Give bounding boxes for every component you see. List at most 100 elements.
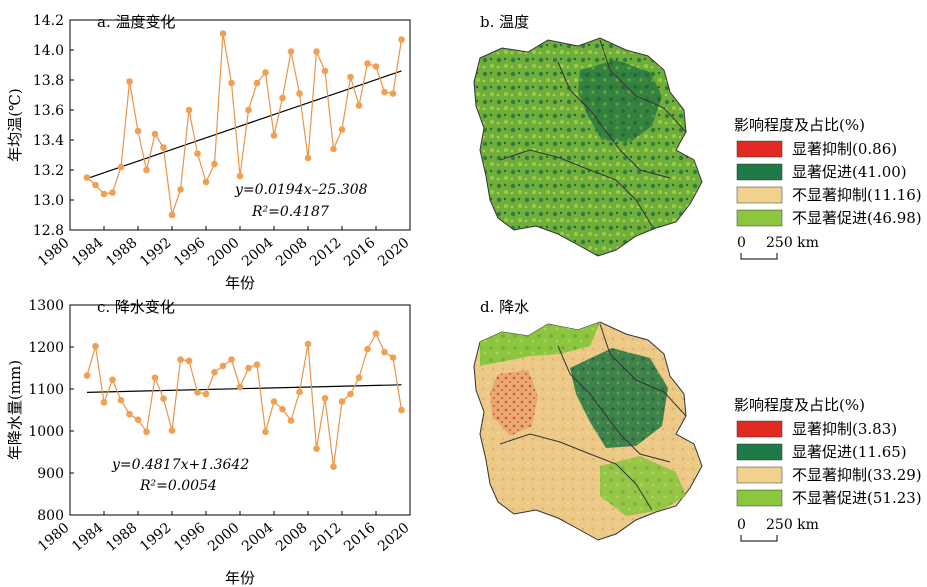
precipitation-chart: 800 900 1000 1100 1200 1300 19801984198819921… xyxy=(6,298,413,587)
x-tick-label: 2004 xyxy=(239,520,277,555)
x-tick-label: 1988 xyxy=(103,235,141,270)
x-tick-label: 2008 xyxy=(273,235,311,270)
data-point xyxy=(219,362,227,370)
x-axis-label: 年份 xyxy=(225,569,255,587)
x-tick-label: 2008 xyxy=(273,520,311,555)
data-point xyxy=(262,69,269,76)
data-point xyxy=(151,130,159,138)
y-tick-label: 12.8 xyxy=(33,223,64,239)
x-tick-label: 1980 xyxy=(35,520,73,555)
data-point xyxy=(109,376,116,384)
data-point xyxy=(177,186,184,193)
legend-swatch-nonsig-inhibit xyxy=(736,186,783,204)
x-axis-label: 年份 xyxy=(225,274,255,290)
chart-title: a. 温度变化 xyxy=(97,13,175,31)
data-point xyxy=(100,190,108,198)
scale-zero: 0 xyxy=(737,517,746,533)
data-point xyxy=(355,374,363,381)
data-point xyxy=(92,342,99,350)
legend-title: 影响程度及占比(%) xyxy=(734,116,865,134)
map-title: d. 降水 xyxy=(480,298,529,316)
y-tick-label: 800 xyxy=(37,508,64,524)
x-tick-label: 1992 xyxy=(137,235,175,270)
trend-equation: y=0.0194x–25.308 xyxy=(234,182,368,198)
legend-label: 显著抑制(0.86) xyxy=(792,140,897,158)
x-tick-label: 1988 xyxy=(103,520,141,555)
data-point xyxy=(313,445,320,452)
y-tick-label: 13.2 xyxy=(33,163,64,179)
data-point xyxy=(134,416,142,423)
data-point xyxy=(389,354,397,361)
x-tick-label: 1996 xyxy=(171,520,209,555)
data-point xyxy=(194,389,201,396)
data-point xyxy=(202,178,210,186)
data-point xyxy=(321,67,329,75)
x-tick-label: 2004 xyxy=(239,235,277,270)
x-tick-label: 1992 xyxy=(137,520,175,555)
x-tick-label: 2012 xyxy=(307,235,345,270)
legend-label: 显著促进(41.00) xyxy=(792,163,907,181)
precipitation-map-panel: d. 降水 影响程度及占比(%) 显著抑制(3.83) 显著促进(11.65) … xyxy=(473,298,922,542)
data-point xyxy=(211,368,218,376)
data-point xyxy=(168,427,176,434)
legend-swatch-sig-inhibit xyxy=(736,140,783,158)
data-point xyxy=(287,48,295,55)
x-tick-label: 2016 xyxy=(341,520,379,555)
y-tick-label: 1300 xyxy=(28,298,64,314)
x-tick-label: 2020 xyxy=(375,235,413,270)
legend-label: 显著促进(11.65) xyxy=(792,443,907,461)
trend-line xyxy=(86,384,402,393)
map-title: b. 温度 xyxy=(480,13,529,31)
y-tick-label: 14.0 xyxy=(33,43,64,59)
data-point xyxy=(364,60,371,67)
data-point xyxy=(177,356,184,363)
data-point xyxy=(279,94,286,102)
data-point xyxy=(389,90,397,97)
data-point xyxy=(304,340,312,348)
y-tick-label: 13.6 xyxy=(33,103,64,119)
x-tick-label: 1984 xyxy=(69,520,107,555)
data-point xyxy=(245,106,252,114)
data-point xyxy=(100,399,108,406)
data-point xyxy=(270,132,278,139)
scale-zero: 0 xyxy=(737,235,746,251)
chart-title: c. 降水变化 xyxy=(97,298,175,316)
data-point xyxy=(245,364,252,372)
data-point xyxy=(262,428,269,436)
scale-label: 250 km xyxy=(766,235,819,251)
temperature-map xyxy=(473,37,703,257)
x-tick-label: 1980 xyxy=(35,235,73,270)
data-point xyxy=(211,160,218,168)
data-point xyxy=(313,48,320,55)
precipitation-map xyxy=(473,321,703,541)
data-point xyxy=(372,330,380,337)
trend-equation: y=0.4817x+1.3642 xyxy=(111,457,249,473)
legend: 显著抑制(0.86) 显著促进(41.00) 不显著抑制(11.16) 不显著促… xyxy=(736,140,922,227)
x-tick-label: 1996 xyxy=(171,235,209,270)
r-squared: R²=0.4187 xyxy=(251,204,329,220)
data-point xyxy=(194,150,201,157)
x-tick-label: 2000 xyxy=(205,520,243,555)
y-tick-label: 13.8 xyxy=(33,73,64,89)
data-point xyxy=(126,78,133,85)
data-point xyxy=(143,166,150,174)
trend-line xyxy=(86,70,402,180)
data-point xyxy=(253,79,261,87)
y-tick-label: 13.4 xyxy=(33,133,64,149)
y-tick-label: 1100 xyxy=(28,382,64,398)
x-tick-label: 2012 xyxy=(307,520,345,555)
data-point xyxy=(372,63,380,70)
legend-label: 不显著促进(46.98) xyxy=(792,209,922,227)
legend-swatch-nonsig-inhibit xyxy=(736,466,783,484)
data-point xyxy=(381,348,388,356)
data-point xyxy=(83,372,91,379)
legend-label: 不显著促进(51.23) xyxy=(792,489,922,507)
data-point xyxy=(228,79,235,87)
data-point xyxy=(168,211,176,219)
legend-swatch-nonsig-promote xyxy=(736,209,783,227)
data-point xyxy=(253,361,261,368)
data-point xyxy=(117,163,125,171)
data-point xyxy=(330,463,337,470)
data-point xyxy=(279,405,286,413)
data-point xyxy=(355,102,363,109)
